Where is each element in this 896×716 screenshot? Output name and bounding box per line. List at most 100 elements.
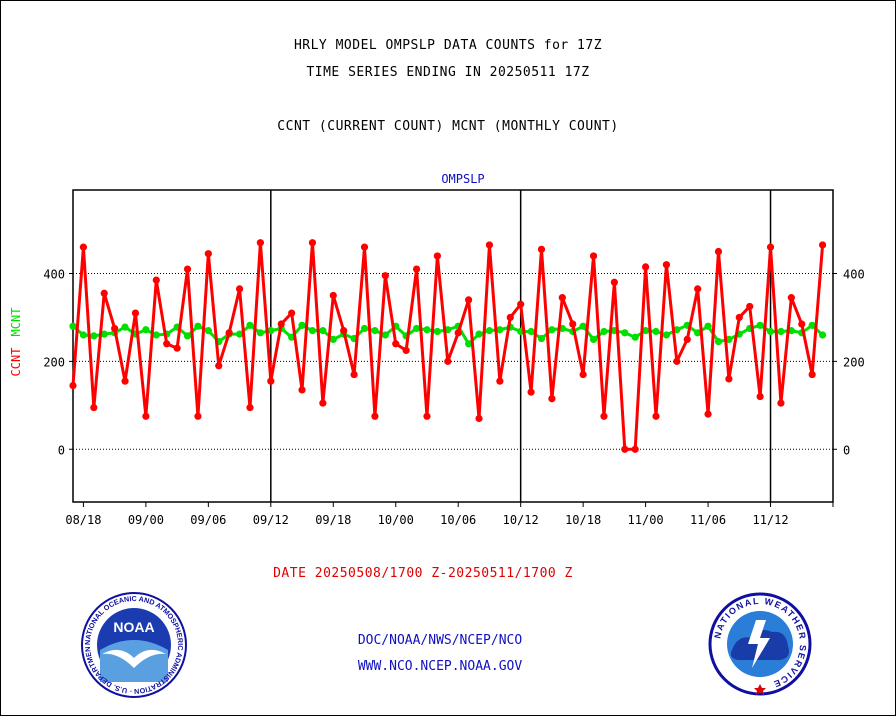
ccnt-point <box>121 377 129 385</box>
mcnt-point <box>308 327 317 335</box>
mcnt-point <box>79 331 88 339</box>
mcnt-point <box>256 329 264 337</box>
mcnt-point <box>246 321 254 329</box>
mcnt-point <box>631 333 639 341</box>
mcnt-point <box>662 331 671 339</box>
x-tick-label: 11/00 <box>628 513 664 527</box>
ccnt-point <box>152 276 160 284</box>
ccnt-point <box>798 320 806 328</box>
ccnt-point <box>527 388 535 396</box>
y-axis-label-mcnt: MCNT <box>9 308 23 337</box>
plot-area-frame <box>72 189 834 503</box>
mcnt-point <box>267 327 275 335</box>
y-axis-label-ccnt: CCNT <box>9 348 23 377</box>
ccnt-point <box>371 412 379 420</box>
ccnt-point <box>423 412 431 420</box>
y-tick-label-left: 0 <box>58 443 65 457</box>
mcnt-point <box>360 324 369 333</box>
x-tick-label: 09/18 <box>315 513 351 527</box>
mcnt-point <box>100 330 108 338</box>
ccnt-point <box>215 362 223 370</box>
ccnt-point <box>100 289 108 297</box>
mcnt-point <box>183 332 192 340</box>
ccnt-point <box>444 357 452 365</box>
mcnt-point <box>235 330 244 338</box>
ccnt-point <box>631 445 639 453</box>
ccnt-point <box>256 239 264 247</box>
mcnt-point <box>777 327 785 336</box>
ccnt-point <box>142 412 150 420</box>
noaa-logo-text: NOAA <box>113 619 154 635</box>
ccnt-point <box>537 245 546 253</box>
x-tick-label: 10/06 <box>440 513 476 527</box>
ccnt-point <box>694 285 702 293</box>
mcnt-point <box>704 322 712 330</box>
ccnt-point <box>725 375 733 383</box>
mcnt-point <box>818 331 827 339</box>
ccnt-point <box>465 296 473 304</box>
mcnt-point <box>475 330 483 338</box>
mcnt-point <box>412 324 421 333</box>
ccnt-point <box>412 265 421 273</box>
chart-title-line2: TIME SERIES ENDING IN 20250511 17Z <box>306 65 590 80</box>
ccnt-point <box>163 340 171 348</box>
mcnt-point <box>152 331 160 339</box>
x-tick-label: 10/18 <box>565 513 601 527</box>
mcnt-point <box>548 326 556 334</box>
ccnt-point <box>340 327 348 335</box>
mcnt-point <box>766 327 775 336</box>
ccnt-point <box>662 261 671 269</box>
mcnt-point <box>496 326 504 334</box>
mcnt-point <box>756 321 764 329</box>
mcnt-point <box>423 326 431 334</box>
chart-title-line1: HRLY MODEL OMPSLP DATA COUNTS for 17Z <box>293 38 603 53</box>
ccnt-point <box>350 370 358 379</box>
ccnt-point <box>277 320 285 328</box>
ccnt-point <box>496 377 504 385</box>
mcnt-point <box>527 327 535 336</box>
ccnt-point <box>298 386 306 394</box>
ccnt-point <box>818 241 827 249</box>
ccnt-point <box>381 272 389 280</box>
ccnt-point <box>579 370 587 379</box>
y-tick-label-right: 200 <box>843 355 865 369</box>
ccnt-point <box>808 370 816 379</box>
mcnt-point <box>600 327 608 336</box>
ccnt-point <box>777 399 785 407</box>
mcnt-point <box>652 327 660 336</box>
org-label: DOC/NOAA/NWS/NCEP/NCO <box>357 633 523 648</box>
ccnt-point <box>621 445 629 453</box>
ccnt-point <box>610 278 618 286</box>
ccnt-point <box>360 243 369 251</box>
ccnt-point <box>735 313 743 322</box>
ccnt-point <box>714 247 723 256</box>
ccnt-point <box>433 252 441 260</box>
ccnt-point <box>267 377 275 385</box>
ccnt-point <box>652 412 660 420</box>
x-tick-label: 10/00 <box>378 513 414 527</box>
ccnt-point <box>673 357 681 365</box>
mcnt-point <box>69 322 77 330</box>
y-tick-label-left: 200 <box>43 355 65 369</box>
x-tick-label: 11/12 <box>752 513 788 527</box>
ccnt-point <box>402 346 410 354</box>
ccnt-point <box>131 309 140 317</box>
y-tick-label-right: 0 <box>843 443 850 457</box>
ccnt-point <box>183 265 192 273</box>
x-tick-label: 11/06 <box>690 513 726 527</box>
ccnt-point <box>569 320 577 328</box>
mcnt-point <box>537 334 546 343</box>
ccnt-point <box>766 243 775 251</box>
ccnt-point <box>506 313 514 322</box>
mcnt-point <box>465 340 473 348</box>
ccnt-point <box>204 250 212 258</box>
ccnt-point <box>475 414 483 423</box>
mcnt-point <box>329 335 337 344</box>
mcnt-point <box>194 322 202 330</box>
mcnt-point <box>381 331 389 339</box>
ccnt-point <box>485 241 494 249</box>
x-tick-label: 10/12 <box>503 513 539 527</box>
ccnt-point <box>111 324 119 333</box>
mcnt-point <box>90 332 98 340</box>
ccnt-point <box>173 344 181 352</box>
